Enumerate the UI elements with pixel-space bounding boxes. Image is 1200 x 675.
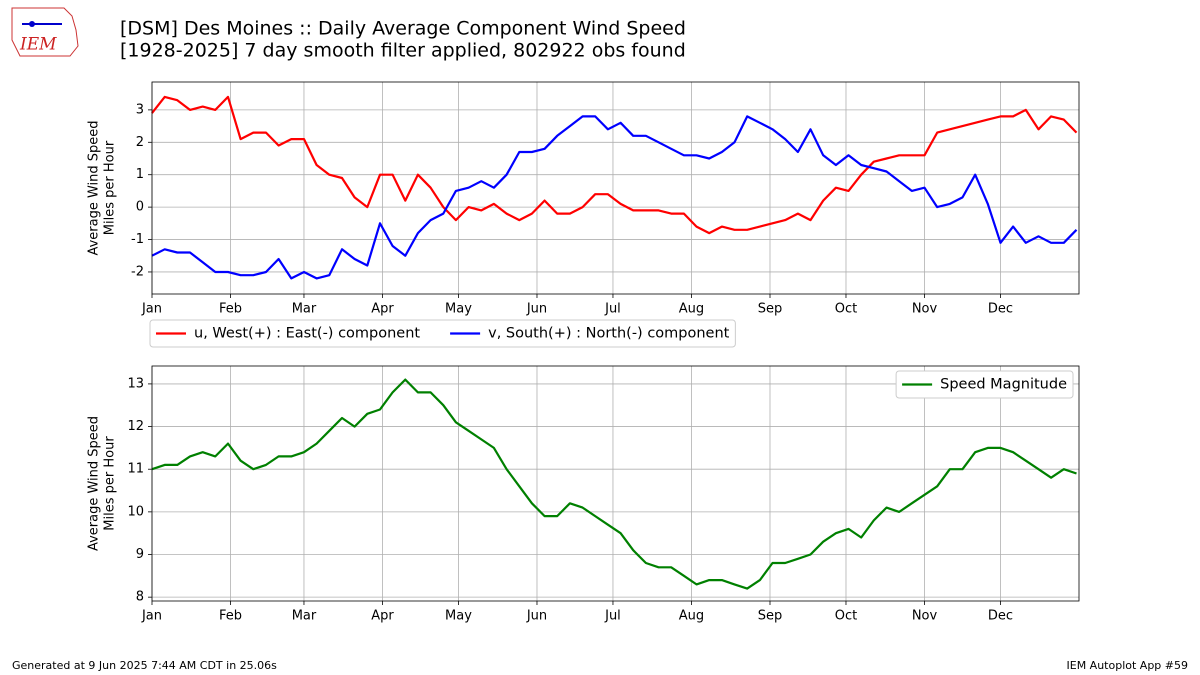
x-tick-label: Jul (604, 609, 621, 624)
x-tick-label: Jun (526, 302, 547, 317)
legend-label: Speed Magnitude (940, 377, 1067, 393)
logo-text: IEM (19, 35, 57, 55)
y-axis-label: Miles per Hour (103, 140, 118, 235)
y-tick-label: 11 (127, 462, 144, 477)
x-tick-label: Nov (912, 609, 938, 624)
x-tick-label: Aug (679, 302, 704, 317)
x-tick-label: Apr (371, 302, 394, 317)
x-tick-label: Feb (219, 302, 242, 317)
data-line (151, 378, 1077, 590)
legend-label: u, West(+) : East(-) component (194, 326, 420, 342)
y-tick-label: -2 (131, 264, 144, 279)
logo-dot (29, 21, 35, 27)
x-tick-label: May (445, 609, 472, 624)
logo: IEM (11, 7, 79, 57)
y-tick-label: 9 (136, 547, 144, 562)
footer-left: Generated at 9 Jun 2025 7:44 AM CDT in 2… (12, 659, 277, 672)
title-line: [DSM] Des Moines :: Daily Average Compon… (120, 18, 686, 40)
legend-box (149, 319, 736, 348)
x-tick-label: Nov (912, 302, 938, 317)
x-tick-label: Sep (758, 302, 783, 317)
x-tick-label: Jan (141, 302, 162, 317)
logo-outline (11, 7, 79, 57)
x-tick-label: Mar (292, 302, 317, 317)
legend: Speed Magnitude (895, 370, 1074, 399)
x-tick-label: Jun (526, 609, 547, 624)
x-tick-label: Sep (758, 609, 783, 624)
y-tick-label: 1 (136, 167, 144, 182)
x-tick-label: Dec (988, 609, 1013, 624)
x-tick-label: Oct (835, 609, 857, 624)
x-tick-label: Mar (292, 609, 317, 624)
x-tick-label: Apr (371, 609, 394, 624)
x-tick-label: Feb (219, 609, 242, 624)
x-tick-label: May (445, 302, 472, 317)
y-axis-label: Average Wind Speed (87, 416, 102, 551)
title-line: [1928-2025] 7 day smooth filter applied,… (120, 40, 686, 62)
x-tick-label: Jul (604, 302, 621, 317)
x-tick-label: Dec (988, 302, 1013, 317)
x-tick-label: Aug (679, 609, 704, 624)
y-axis-label: Miles per Hour (103, 436, 118, 531)
legend: u, West(+) : East(-) component v, South(+… (149, 319, 736, 348)
plot-frame (151, 365, 1080, 602)
x-tick-label: Jan (141, 609, 162, 624)
data-line (151, 95, 1078, 235)
legend-box (895, 370, 1074, 399)
footer-right: IEM Autoplot App #59 (1067, 659, 1189, 672)
y-tick-label: 3 (136, 102, 144, 117)
data-line (151, 115, 1078, 280)
y-tick-label: -1 (131, 232, 144, 247)
plot-frame (151, 81, 1080, 295)
y-tick-label: 10 (127, 504, 144, 519)
y-tick-label: 0 (136, 200, 144, 215)
y-tick-label: 2 (136, 135, 144, 150)
legend-label: v, South(+) : North(-) component (488, 326, 730, 342)
y-tick-label: 13 (127, 376, 144, 391)
y-axis-label: Average Wind Speed (87, 120, 102, 255)
x-tick-label: Oct (835, 302, 857, 317)
y-tick-label: 12 (127, 419, 144, 434)
y-tick-label: 8 (136, 590, 144, 605)
